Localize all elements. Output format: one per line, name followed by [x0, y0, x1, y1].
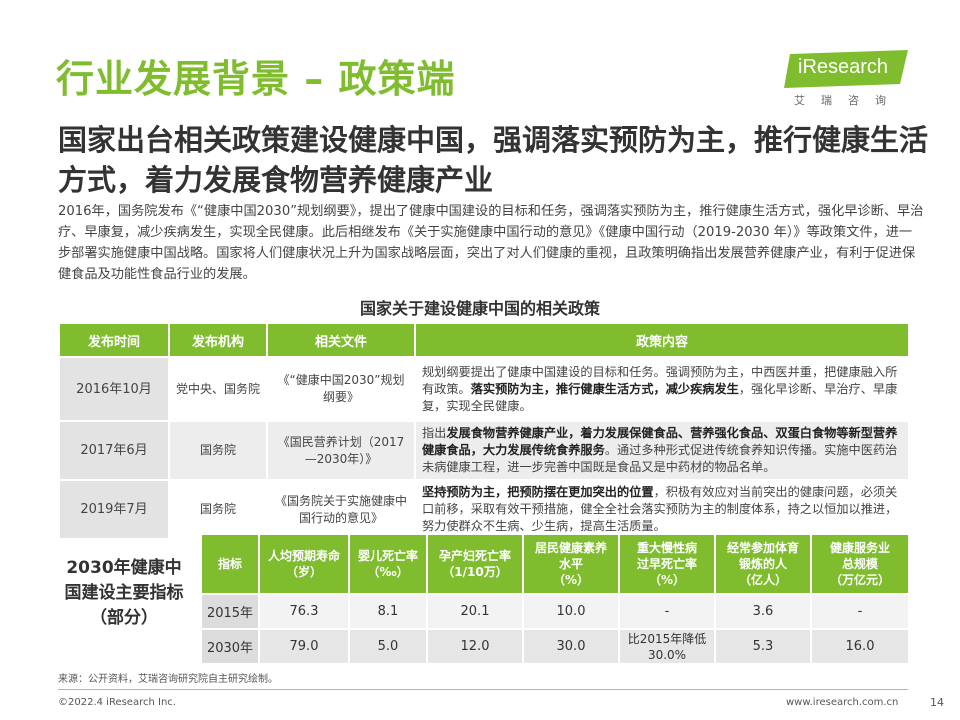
policy-doc: 《“健康中国2030”规划纲要》 [266, 356, 416, 422]
table-row: 2019年7月 国务院 《国务院关于实施健康中国行动的意见》 坚持预防为主，把预… [58, 479, 910, 540]
logo-subtitle: 艾瑞咨询 [794, 94, 902, 107]
indicator-header-line: 锻炼的人 [738, 557, 787, 571]
indicator-header: 人均预期寿命 （岁） [258, 533, 350, 595]
indicator-header-line: 婴儿死亡率 [357, 549, 418, 563]
indicator-header: 健康服务业总规模 （万亿元） [810, 533, 910, 595]
indicator-table-header: 指标 人均预期寿命 （岁） 婴儿死亡率 （‰） 孕产妇死亡率 （1/10万） 居民健康素养 水平… [200, 533, 910, 595]
policy-org: 国务院 [168, 420, 268, 481]
indicator-value: 20.1 [426, 593, 524, 630]
header-content: 政策内容 [414, 322, 910, 358]
policy-org: 国务院 [168, 479, 268, 540]
indicator-value: 79.0 [258, 628, 350, 665]
indicator-value: 12.0 [426, 628, 524, 665]
indicator-value: 5.3 [714, 628, 812, 665]
indicator-header: 经常参加体育 锻炼的人 （亿人） [714, 533, 812, 595]
indicator-value: 30.0 [522, 628, 620, 665]
policy-content-text: ，强化早诊断、早治疗、早康复，实现全民健康。 [422, 381, 898, 413]
logo-brand-i: i [798, 56, 803, 78]
footer-divider [58, 689, 908, 690]
policy-content: 坚持预防为主，把预防摆在更加突出的位置，积极有效应对当前突出的健康问题，必须关口… [414, 479, 910, 540]
logo-shape [784, 50, 908, 88]
indicator-value: 10.0 [522, 593, 620, 630]
indicator-label: 2030年健康中国建设主要指标（部分） [64, 558, 184, 628]
policy-content-bold: 坚持预防为主，把预防摆在更加突出的位置 [422, 485, 654, 499]
indicator-header-line: （%） [648, 573, 686, 587]
indicator-header-line: 人均预期寿命 [267, 549, 340, 563]
header-org: 发布机构 [168, 322, 268, 358]
policy-table: 发布时间 发布机构 相关文件 政策内容 2016年10月 党中央、国务院 《“健… [58, 322, 910, 540]
table-row: 2017年6月 国务院 《国民营养计划（2017—2030年）》 指出发展食物营… [58, 420, 910, 481]
indicator-header-line: （1/10万） [442, 565, 508, 579]
logo-brand-rest: Research [802, 56, 889, 78]
indicator-value: 76.3 [258, 593, 350, 630]
table-row: 2016年10月 党中央、国务院 《“健康中国2030”规划纲要》 规划纲要提出… [58, 356, 910, 422]
indicator-header: 居民健康素养 水平 （%） [522, 533, 620, 595]
indicator-value: 3.6 [714, 593, 812, 630]
indicator-header-line: （亿人） [738, 573, 787, 587]
policy-date: 2016年10月 [58, 356, 170, 422]
policy-table-header: 发布时间 发布机构 相关文件 政策内容 [58, 322, 910, 358]
policy-content-text: 。通过多种形式促进传统食养知识传播。实施中医药治未病健康工程，进一步完善中国既是… [422, 443, 898, 474]
policy-date: 2017年6月 [58, 420, 170, 481]
header-doc: 相关文件 [266, 322, 416, 358]
policy-doc: 《国务院关于实施健康中国行动的意见》 [266, 479, 416, 540]
indicator-header-line: 孕产妇死亡率 [438, 549, 511, 563]
policy-content-text: ，积极有效应对当前突出的健康问题，必须关口前移，采取有效干预措施，健全全社会落实… [422, 485, 898, 533]
indicator-header-line: 经常参加体育 [726, 541, 799, 555]
copyright: ©2022.4 iResearch Inc. [58, 697, 176, 708]
indicator-header: 指标 [200, 533, 260, 595]
header-date: 发布时间 [58, 322, 170, 358]
indicator-header-line: 过早死亡率 [636, 557, 697, 571]
indicator-header-line: （岁） [285, 565, 322, 579]
indicator-value: - [810, 593, 910, 630]
indicator-header: 婴儿死亡率 （‰） [348, 533, 428, 595]
indicator-value: 比2015年降低30.0% [618, 628, 716, 665]
policy-org: 党中央、国务院 [168, 356, 268, 422]
headline: 国家出台相关政策建设健康中国，强调落实预防为主，推行健康生活方式，着力发展食物营… [58, 123, 929, 197]
policy-content-text: 指出 [422, 426, 447, 440]
policy-content-text: 规划纲要提出了健康中国建设的目标和任务。强调预防为主，中西医并重，把健康融入所有… [422, 364, 898, 396]
indicator-header-line: （%） [552, 573, 590, 587]
policy-content-bold: 落实预防为主，推行健康生活方式，减少疾病发生 [470, 381, 739, 396]
indicator-value: - [618, 593, 716, 630]
policy-table-caption: 国家关于建设健康中国的相关政策 [359, 299, 600, 318]
indicator-header-line: 重大慢性病 [636, 541, 697, 555]
indicator-header: 重大慢性病过早死亡率 （%） [618, 533, 716, 595]
indicator-header-line: 水平 [558, 557, 583, 571]
indicator-header-line: 健康服务业 [829, 541, 890, 555]
indicator-header-line: 总规模 [841, 557, 878, 571]
indicator-value: 16.0 [810, 628, 910, 665]
indicator-header: 孕产妇死亡率 （1/10万） [426, 533, 524, 595]
policy-content: 规划纲要提出了健康中国建设的目标和任务。强调预防为主，中西医并重，把健康融入所有… [414, 356, 910, 422]
policy-content: 指出发展食物营养健康产业，着力发展保健食品、营养强化食品、双蛋白食物等新型营养健… [414, 420, 910, 481]
table-row: 2030年 79.0 5.0 12.0 30.0 比2015年降低30.0% 5… [200, 628, 910, 665]
page-title: 行业发展背景 – 政策端 [56, 57, 456, 101]
indicator-header-line: （‰） [367, 565, 409, 579]
indicator-header-line: 居民健康素养 [534, 541, 607, 555]
policy-date: 2019年7月 [58, 479, 170, 540]
indicator-value: 8.1 [348, 593, 428, 630]
indicator-header-line: （万亿元） [829, 573, 890, 587]
iresearch-logo: iResearch 艾瑞咨询 [780, 50, 920, 112]
website-url: www.iresearch.com.cn [786, 697, 899, 708]
policy-content-bold: 发展食物营养健康产业，着力发展保健食品、营养强化食品、双蛋白食物等新型营养健康食… [422, 426, 898, 457]
indicator-value: 5.0 [348, 628, 428, 665]
policy-doc: 《国民营养计划（2017—2030年）》 [266, 420, 416, 481]
indicator-header-line: 指标 [217, 557, 242, 571]
indicator-table: 指标 人均预期寿命 （岁） 婴儿死亡率 （‰） 孕产妇死亡率 （1/10万） 居民健康素养 水平… [200, 533, 910, 665]
logo-brand: iResearch [798, 56, 888, 79]
source-note: 来源：公开资料，艾瑞咨询研究院自主研究绘制。 [58, 674, 278, 685]
indicator-year: 2015年 [200, 593, 260, 630]
page-number: 14 [930, 696, 944, 709]
intro-paragraph: 2016年，国务院发布《“健康中国2030”规划纲要》，提出了健康中国建设的目标… [58, 204, 924, 282]
table-row: 2015年 76.3 8.1 20.1 10.0 - 3.6 - [200, 593, 910, 630]
indicator-year: 2030年 [200, 628, 260, 665]
